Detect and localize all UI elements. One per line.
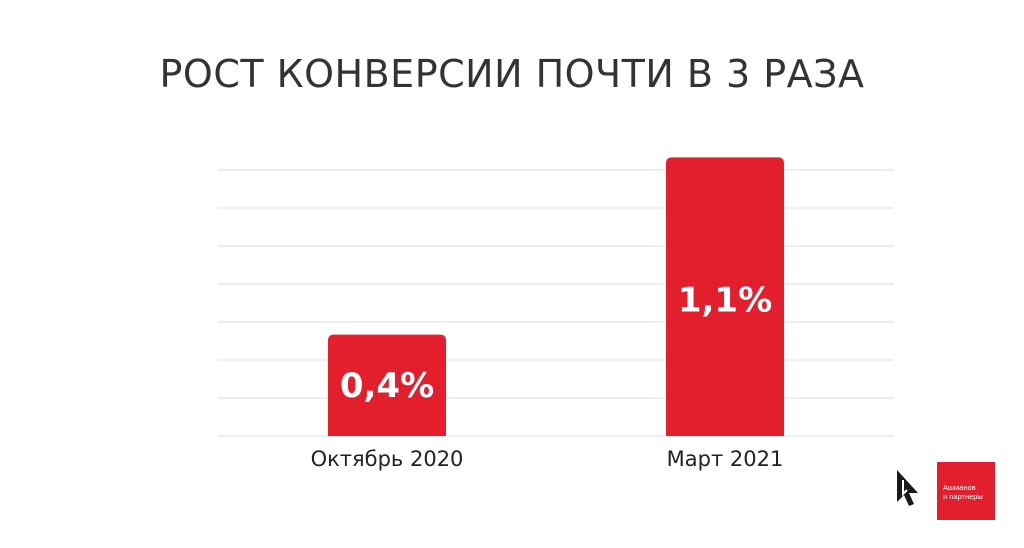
arrow-cursor-icon bbox=[897, 470, 918, 506]
data-label-1: 0,4% bbox=[340, 366, 434, 406]
category-labels: Октябрь 2020 Март 2021 bbox=[311, 447, 784, 471]
category-label-1: Октябрь 2020 bbox=[311, 447, 464, 471]
logo-line-2: и партнеры bbox=[943, 492, 983, 501]
bars bbox=[328, 157, 784, 437]
logo-line-1: Ашманов bbox=[943, 483, 976, 492]
bar-2 bbox=[666, 157, 784, 437]
data-labels: 0,4% 1,1% bbox=[340, 281, 772, 406]
data-label-2: 1,1% bbox=[678, 281, 772, 321]
company-logo: Ашманов и партнеры bbox=[894, 462, 996, 520]
chart-title: РОСТ КОНВЕРСИИ ПОЧТИ В 3 РАЗА bbox=[159, 52, 865, 96]
logo-badge: Ашманов и партнеры bbox=[937, 462, 995, 520]
gridlines bbox=[218, 169, 894, 437]
bar-1 bbox=[328, 334, 446, 436]
category-label-2: Март 2021 bbox=[667, 447, 784, 471]
